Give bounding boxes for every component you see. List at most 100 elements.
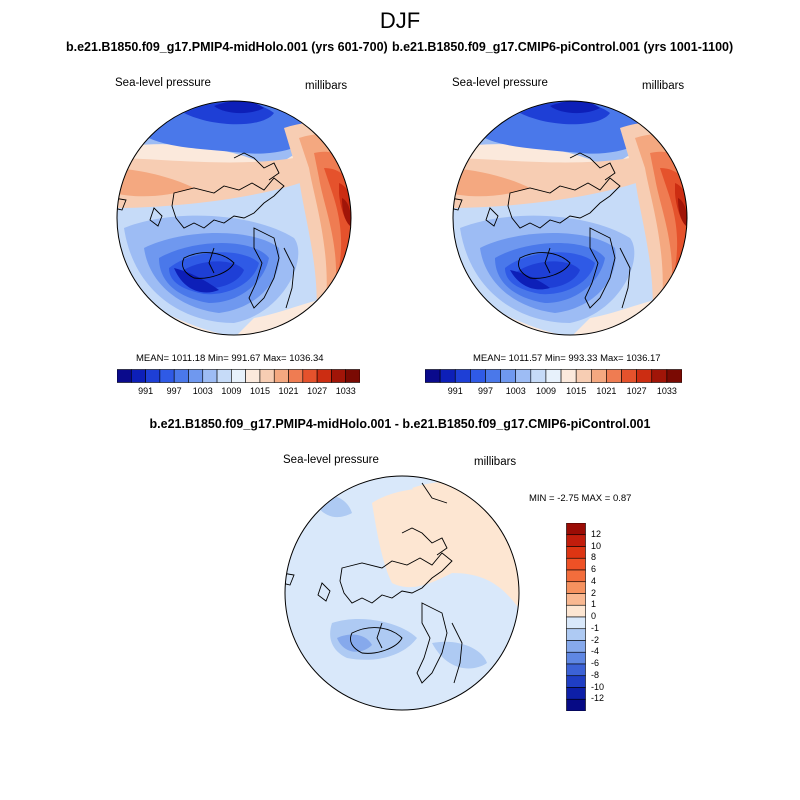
colorbar-tick-label: 1003	[505, 386, 526, 396]
colorbar-swatch	[485, 369, 501, 383]
difference-variable: Sea-level pressure	[283, 454, 379, 466]
colorbar-tick-label: 1015	[249, 386, 270, 396]
colorbar-swatch	[566, 675, 586, 688]
colorbar-swatch	[636, 369, 653, 383]
colorbar-swatch	[425, 369, 441, 383]
colorbar-tick-label: 997	[477, 386, 493, 396]
panel-1-map	[116, 100, 352, 336]
colorbar-swatch	[454, 369, 471, 383]
difference-title: b.e21.B1850.f09_g17.PMIP4-midHolo.001 - …	[149, 417, 651, 431]
colorbar-tick-label: 0	[591, 611, 597, 621]
panel-1-stats: MEAN= 1011.18 Min= 991.67 Max= 1036.34	[136, 353, 324, 364]
colorbar-swatch	[202, 369, 218, 383]
colorbar-swatch	[515, 369, 532, 383]
colorbar-swatch	[331, 369, 347, 383]
colorbar-swatch	[216, 369, 232, 383]
colorbar-swatch	[345, 369, 360, 383]
colorbar-swatch	[159, 369, 175, 383]
colorbar-tick-label: 1027	[307, 386, 328, 396]
colorbar-tick-label: 1033	[656, 386, 677, 396]
colorbar-swatch	[566, 651, 586, 665]
panel-1-colorbar	[117, 369, 360, 383]
colorbar-tick-label: -10	[591, 681, 605, 692]
colorbar-swatch	[566, 687, 586, 700]
colorbar-swatch	[666, 369, 682, 383]
colorbar-swatch	[530, 369, 547, 383]
colorbar-swatch	[621, 369, 637, 383]
difference-units: millibars	[474, 456, 517, 468]
colorbar-swatch	[566, 569, 586, 583]
colorbar-swatch	[145, 369, 161, 383]
colorbar-tick-label: 1033	[335, 386, 356, 396]
colorbar-swatch	[566, 534, 586, 547]
colorbar-swatch	[566, 604, 586, 618]
colorbar-tick-label: 991	[447, 386, 463, 396]
colorbar-swatch	[273, 369, 289, 383]
colorbar-swatch	[566, 628, 586, 641]
colorbar-tick-label: -2	[591, 634, 600, 645]
colorbar-swatch	[575, 369, 592, 383]
colorbar-swatch	[316, 369, 332, 383]
colorbar-tick-label: -12	[591, 693, 605, 704]
colorbar-tick-label: 6	[591, 564, 597, 574]
panel-1-variable: Sea-level pressure	[115, 77, 211, 89]
colorbar-tick-label: 1009	[535, 386, 556, 396]
panel-2-variable: Sea-level pressure	[452, 77, 548, 89]
difference-map	[284, 475, 520, 711]
colorbar-swatch	[606, 369, 622, 383]
colorbar-swatch	[566, 593, 586, 606]
colorbar-swatch	[566, 698, 586, 711]
colorbar-swatch	[566, 581, 586, 594]
colorbar-swatch	[188, 369, 204, 383]
colorbar-swatch	[566, 523, 586, 536]
colorbar-tick-label: 1	[591, 599, 597, 610]
colorbar-swatch	[566, 663, 586, 677]
panel-2-colorbar	[425, 369, 682, 383]
colorbar-tick-label: 12	[591, 528, 602, 539]
colorbar-tick-label: 4	[591, 575, 597, 586]
difference-colorbar	[566, 523, 586, 711]
colorbar-swatch	[545, 369, 562, 383]
colorbar-swatch	[117, 369, 132, 383]
colorbar-swatch	[231, 369, 246, 383]
season-title: DJF	[379, 8, 421, 33]
colorbar-tick-label: -6	[591, 658, 600, 668]
colorbar-swatch	[439, 369, 456, 383]
difference-stats: MIN = -2.75 MAX = 0.87	[529, 493, 632, 504]
colorbar-swatch	[566, 546, 586, 559]
colorbar-tick-label: 1021	[278, 386, 299, 396]
colorbar-swatch	[288, 369, 304, 383]
colorbar-tick-label: 8	[591, 552, 597, 563]
colorbar-swatch	[590, 369, 607, 383]
colorbar-swatch	[259, 369, 275, 383]
colorbar-tick-label: 991	[138, 386, 154, 396]
colorbar-swatch	[651, 369, 668, 383]
colorbar-tick-label: 1015	[566, 386, 587, 396]
panel-2-stats: MEAN= 1011.57 Min= 993.33 Max= 1036.17	[473, 353, 661, 364]
colorbar-tick-label: 10	[591, 540, 602, 551]
colorbar-tick-label: -8	[591, 669, 600, 680]
colorbar-tick-label: 1021	[596, 386, 617, 396]
colorbar-swatch	[560, 369, 577, 383]
panel-2-title: b.e21.B1850.f09_g17.CMIP6-piControl.001 …	[392, 40, 734, 54]
colorbar-tick-label: 1027	[626, 386, 647, 396]
colorbar-swatch	[566, 557, 586, 571]
colorbar-swatch	[566, 616, 586, 630]
panel-1-title: b.e21.B1850.f09_g17.PMIP4-midHolo.001 (y…	[66, 40, 388, 54]
colorbar-swatch	[302, 369, 318, 383]
colorbar-tick-label: 2	[591, 587, 597, 598]
colorbar-swatch	[470, 369, 486, 383]
colorbar-swatch	[500, 369, 517, 383]
panel-1-units: millibars	[305, 80, 348, 92]
panel-2-units: millibars	[642, 80, 685, 92]
colorbar-tick-label: -1	[591, 622, 600, 633]
colorbar-tick-label: 1009	[221, 386, 242, 396]
colorbar-swatch	[130, 369, 146, 383]
colorbar-tick-label: 1003	[192, 386, 213, 396]
colorbar-swatch	[245, 369, 261, 383]
colorbar-swatch	[566, 640, 586, 653]
colorbar-tick-label: -4	[591, 646, 600, 657]
colorbar-swatch	[173, 369, 189, 383]
colorbar-tick-label: 997	[166, 386, 182, 396]
panel-2-map	[452, 100, 688, 336]
